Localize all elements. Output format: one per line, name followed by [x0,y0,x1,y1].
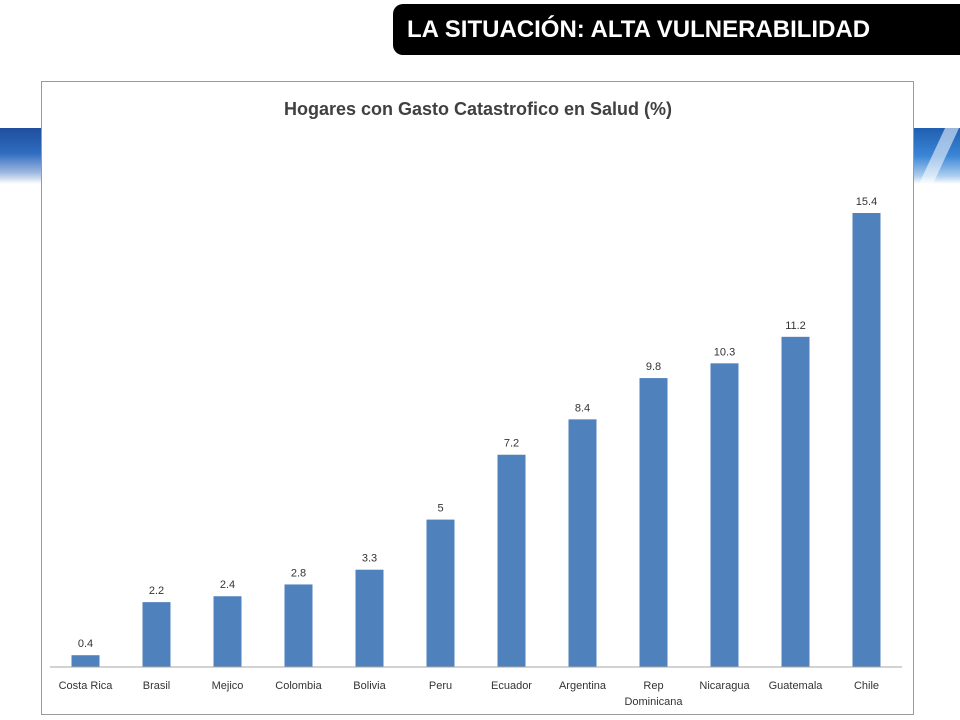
decorative-band-right [914,128,960,184]
category-label: Ecuador [491,680,532,692]
bar [781,336,810,667]
data-label: 8.4 [575,402,590,414]
bar [426,519,455,667]
bars-layer: 0.4 Costa Rica 2.2 Brasil 2.4 Mejico 2.8 Colomb… [59,196,881,708]
category-label: Nicaragua [699,680,750,692]
data-label: 2.2 [149,585,164,597]
bar-chart: Hogares con Gasto Catastrofico en Salud … [50,99,902,708]
slide-title: LA SITUACIÓN: ALTA VULNERABILIDAD [393,4,960,55]
bar [213,596,242,667]
data-label: 0.4 [78,638,93,650]
category-label: Guatemala [769,680,824,692]
bar [639,378,668,667]
category-label: Peru [429,680,452,692]
category-label: Brasil [143,680,171,692]
chart-title: Hogares con Gasto Catastrofico en Salud … [284,99,672,119]
category-label: Chile [854,680,879,692]
category-label: Bolivia [353,680,386,692]
bar [142,602,171,667]
data-label: 2.8 [291,567,306,579]
bar [710,363,739,667]
category-label: Rep Dominicana [624,680,683,708]
bar [568,419,597,667]
data-label: 3.3 [362,553,377,565]
data-label: 9.8 [646,361,661,373]
bar [497,454,526,667]
data-label: 2.4 [220,579,235,591]
data-label: 7.2 [504,438,519,450]
category-label: Mejico [212,680,244,692]
category-label: Argentina [559,680,607,692]
data-label: 11.2 [785,320,806,332]
bar [852,213,881,667]
category-label: Costa Rica [59,680,114,692]
decorative-band-left [0,128,44,184]
category-label: Colombia [275,680,322,692]
bar [355,569,384,667]
data-label: 10.3 [714,346,735,358]
bar [284,584,313,667]
chart-container: Hogares con Gasto Catastrofico en Salud … [41,81,914,715]
data-label: 5 [437,503,443,515]
data-label: 15.4 [856,196,877,208]
bar [71,655,100,667]
